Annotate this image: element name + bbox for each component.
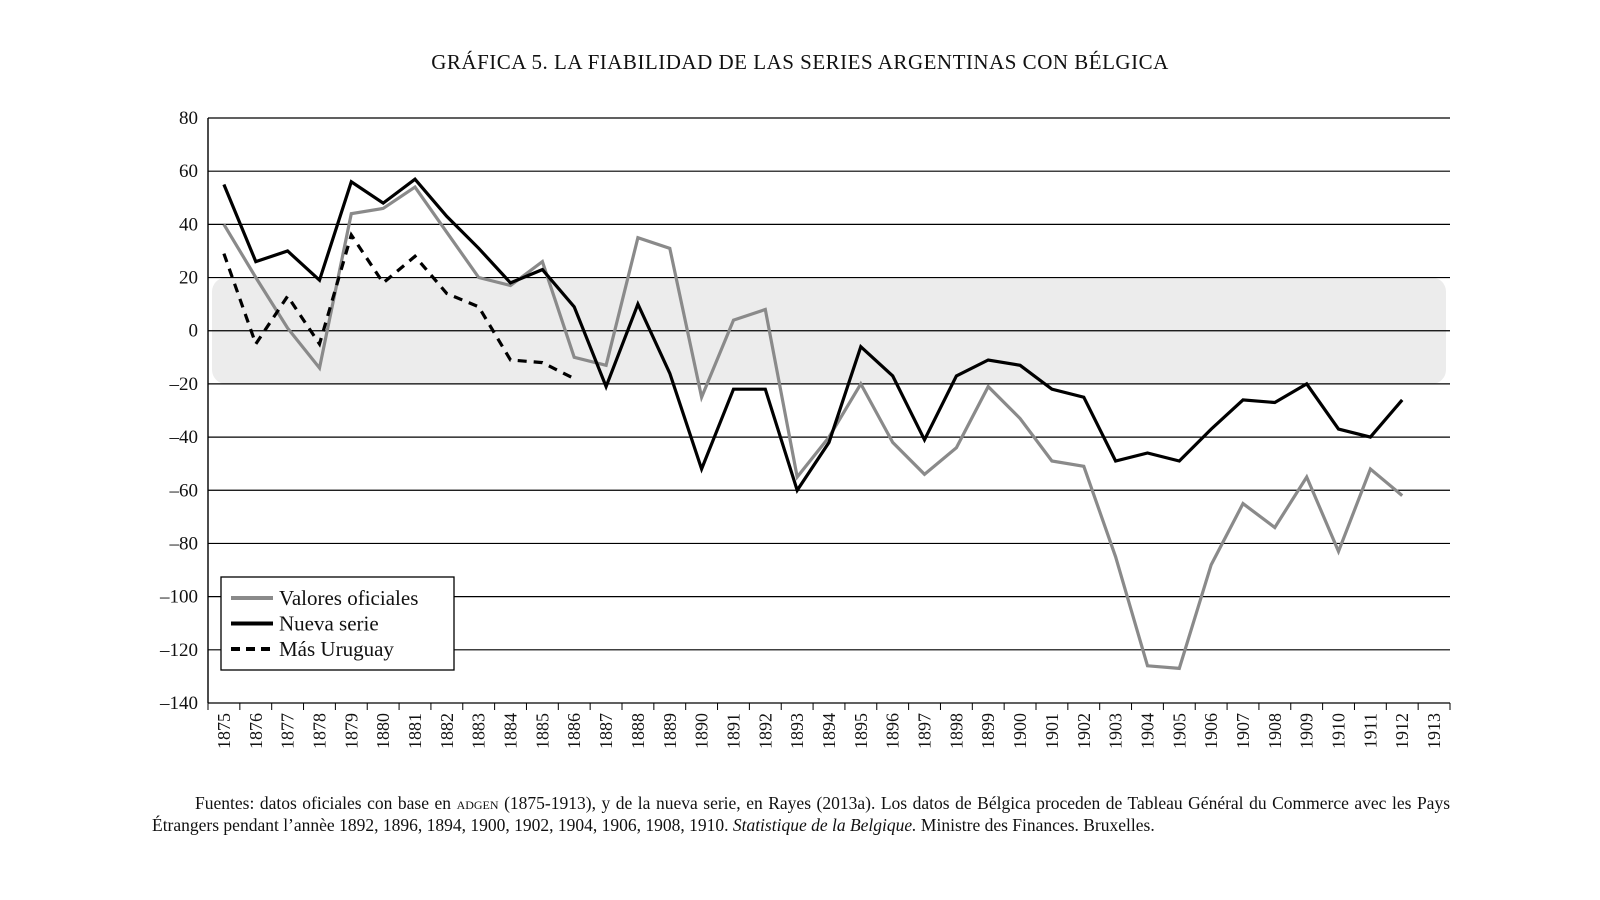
source-prefix: Fuentes: datos oficiales con base en bbox=[195, 793, 452, 813]
source-suffix: Ministre des Finances. Bruxelles. bbox=[920, 815, 1155, 835]
y-tick-label: 80 bbox=[179, 108, 198, 129]
x-tick-label: 1885 bbox=[532, 713, 552, 749]
x-tick-label: 1907 bbox=[1233, 713, 1253, 749]
x-tick-label: 1909 bbox=[1297, 713, 1317, 749]
series-line-valores-oficiales bbox=[222, 184, 1404, 671]
source-italic: Statistique de la Belgique. bbox=[732, 815, 917, 835]
x-tick-label: 1884 bbox=[501, 713, 521, 749]
x-tick-label: 1912 bbox=[1392, 713, 1412, 749]
legend-label: Valores oficiales bbox=[279, 586, 418, 610]
y-tick-label: –80 bbox=[169, 533, 199, 554]
y-tick-label: –60 bbox=[169, 480, 199, 501]
x-tick-label: 1896 bbox=[883, 713, 903, 749]
y-tick-label: –20 bbox=[169, 374, 199, 395]
series-line-m-s-uruguay bbox=[222, 231, 575, 381]
x-tick-label: 1883 bbox=[469, 713, 489, 749]
x-tick-label: 1877 bbox=[278, 713, 298, 749]
x-tick-label: 1898 bbox=[946, 713, 966, 749]
x-tick-label: 1891 bbox=[723, 713, 743, 749]
y-tick-label: 40 bbox=[179, 214, 198, 235]
x-tick-label: 1887 bbox=[596, 713, 616, 749]
x-tick-label: 1876 bbox=[246, 713, 266, 749]
x-tick-label: 1888 bbox=[628, 713, 648, 749]
x-tick-label: 1900 bbox=[1010, 713, 1030, 749]
series-line-nueva-serie bbox=[222, 177, 1404, 494]
x-tick-label: 1906 bbox=[1201, 713, 1221, 749]
x-tick-label: 1903 bbox=[1106, 713, 1126, 749]
x-tick-label: 1902 bbox=[1074, 713, 1094, 749]
x-tick-label: 1904 bbox=[1137, 713, 1157, 749]
x-tick-label: 1911 bbox=[1360, 713, 1380, 748]
y-tick-label: 0 bbox=[189, 321, 199, 342]
x-tick-label: 1892 bbox=[755, 713, 775, 749]
y-tick-label: –40 bbox=[169, 427, 199, 448]
x-tick-label: 1878 bbox=[309, 713, 329, 749]
x-tick-label: 1895 bbox=[851, 713, 871, 749]
x-tick-label: 1894 bbox=[819, 713, 839, 749]
x-tick-label: 1886 bbox=[564, 713, 584, 749]
series-layer bbox=[222, 177, 1404, 671]
x-tick-label: 1875 bbox=[214, 713, 234, 749]
chart-title: GRÁFICA 5. LA FIABILIDAD DE LAS SERIES A… bbox=[431, 50, 1169, 74]
legend-label: Nueva serie bbox=[279, 612, 379, 636]
x-tick-label: 1905 bbox=[1169, 713, 1189, 749]
x-tick-label: 1890 bbox=[692, 713, 712, 749]
source-note: Fuentes: datos oficiales con base en adg… bbox=[152, 792, 1450, 836]
source-middle: (1875-1913), y de la nueva serie, en Ray… bbox=[152, 793, 1451, 835]
x-tick-label: 1899 bbox=[978, 713, 998, 749]
x-tick-label: 1897 bbox=[915, 713, 935, 749]
y-tick-label: 20 bbox=[179, 268, 198, 289]
x-tick-label: 1913 bbox=[1424, 713, 1444, 749]
y-tick-label: 60 bbox=[179, 161, 198, 182]
y-tick-label: –140 bbox=[159, 693, 198, 714]
x-tick-label: 1910 bbox=[1329, 713, 1349, 749]
x-tick-label: 1879 bbox=[341, 713, 361, 749]
x-tick-label: 1901 bbox=[1042, 713, 1062, 749]
x-tick-label: 1893 bbox=[787, 713, 807, 749]
axis-layer: 80 60 40 20 0 –20 –40 –60 –80 –100 –120 –140 1875 187… bbox=[159, 108, 1451, 749]
legend-label: Más Uruguay bbox=[279, 637, 394, 661]
x-tick-label: 1908 bbox=[1265, 713, 1285, 749]
x-tick-label: 1881 bbox=[405, 713, 425, 749]
x-tick-label: 1880 bbox=[373, 713, 393, 749]
x-tick-label: 1889 bbox=[660, 713, 680, 749]
line-chart: 80 60 40 20 0 –20 –40 –60 –80 –100 –120 –140 1875 187… bbox=[159, 108, 1451, 749]
source-org: adgen bbox=[456, 793, 499, 813]
x-tick-label: 1882 bbox=[437, 713, 457, 749]
y-tick-label: –120 bbox=[159, 640, 198, 661]
y-tick-label: –100 bbox=[159, 587, 198, 608]
